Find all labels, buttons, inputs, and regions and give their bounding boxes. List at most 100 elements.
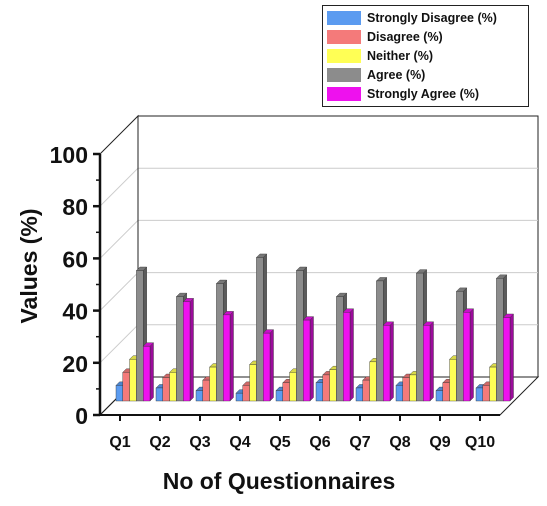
bar-front xyxy=(222,314,231,402)
bar-front xyxy=(322,374,330,402)
legend-label: Agree (%) xyxy=(367,68,426,82)
legend-swatch xyxy=(327,11,361,25)
bar-front xyxy=(249,364,257,402)
bar xyxy=(262,329,274,402)
y-tick-label: 20 xyxy=(62,351,88,377)
x-tick-label: Q6 xyxy=(309,434,330,451)
legend-item: Neither (%) xyxy=(327,48,433,64)
bar-front xyxy=(176,296,184,402)
legend-swatch xyxy=(327,87,361,101)
bar-front xyxy=(435,390,444,402)
bar xyxy=(502,313,514,402)
x-tick-labels: Q1 Q2 Q3 Q4 Q5 Q6 Q7 Q8 Q9 Q10 xyxy=(109,415,495,451)
bar-front xyxy=(355,387,364,402)
y-tick-label: 0 xyxy=(75,403,88,429)
bar-front xyxy=(489,366,497,402)
bar-front xyxy=(282,382,290,402)
bar-front xyxy=(216,283,224,402)
bar-front xyxy=(289,372,297,402)
gridline xyxy=(99,167,139,207)
y-tick-label: 60 xyxy=(62,246,88,272)
y-tick-labels: 0 20 40 60 80 100 xyxy=(50,142,100,429)
bar-front xyxy=(256,257,264,402)
legend-item: Strongly Disagree (%) xyxy=(327,10,497,26)
bar-front xyxy=(263,332,271,402)
bar-front xyxy=(395,385,404,402)
legend-swatch xyxy=(327,30,361,44)
bar-front xyxy=(463,312,471,402)
bar-front xyxy=(169,372,177,402)
bar-side xyxy=(189,297,194,402)
bar-front xyxy=(402,377,410,402)
x-tick-label: Q3 xyxy=(189,434,210,451)
bar-side xyxy=(469,308,474,402)
x-tick-label: Q10 xyxy=(465,434,495,451)
x-tick-label: Q4 xyxy=(229,434,250,451)
bar-front xyxy=(423,325,431,402)
bar xyxy=(462,308,474,402)
legend-label: Disagree (%) xyxy=(367,30,443,44)
legend-swatch xyxy=(327,68,361,82)
legend-item: Agree (%) xyxy=(327,67,425,83)
bar-front xyxy=(475,387,484,402)
bar-front xyxy=(296,270,304,402)
bar-front xyxy=(242,385,250,402)
bar-front xyxy=(195,390,204,402)
legend-swatch xyxy=(327,49,361,63)
legend: Strongly Disagree (%) Disagree (%) Neith… xyxy=(322,5,529,107)
bar-front xyxy=(162,377,170,402)
bar-front xyxy=(182,301,191,402)
bar xyxy=(342,308,354,402)
y-tick-label: 80 xyxy=(62,194,88,220)
bar-front xyxy=(376,280,384,402)
bar-side xyxy=(349,308,354,402)
x-tick-label: Q8 xyxy=(389,434,410,451)
bar-front xyxy=(383,325,391,402)
x-tick-label: Q7 xyxy=(349,434,370,451)
bar-front xyxy=(209,366,217,402)
bar-front xyxy=(442,382,450,402)
bar xyxy=(142,342,154,402)
bar-front xyxy=(503,317,511,402)
legend-item: Disagree (%) xyxy=(327,29,443,45)
x-tick-label: Q9 xyxy=(429,434,450,451)
bar-side xyxy=(269,329,274,402)
bar-front xyxy=(235,392,244,402)
bar-front xyxy=(329,369,337,402)
bar-side xyxy=(229,310,234,402)
x-axis-label: No of Questionnaires xyxy=(163,468,396,494)
bar-front xyxy=(482,385,490,402)
bar-front xyxy=(496,278,504,402)
bar-front xyxy=(136,270,144,402)
bar-side xyxy=(429,321,434,402)
y-tick-label: 40 xyxy=(62,299,88,325)
bar-front xyxy=(416,272,424,402)
bar-front xyxy=(275,390,284,402)
x-tick-label: Q5 xyxy=(269,434,290,451)
legend-label: Neither (%) xyxy=(367,49,433,63)
bar-front xyxy=(155,387,164,402)
bar-front xyxy=(202,379,210,402)
y-tick-label: 100 xyxy=(50,142,88,168)
y-axis-label: Values (%) xyxy=(16,208,42,323)
bar-front xyxy=(369,361,377,402)
legend-label: Strongly Agree (%) xyxy=(367,87,480,101)
bar-layer xyxy=(115,253,514,402)
x-tick-label: Q2 xyxy=(149,434,170,451)
gridline xyxy=(99,324,139,364)
bar xyxy=(182,297,194,402)
bar xyxy=(302,316,314,402)
bar-side xyxy=(509,313,514,402)
bar-side xyxy=(389,321,394,402)
bar-side xyxy=(309,316,314,402)
bar-front xyxy=(362,379,370,402)
bar-front xyxy=(409,374,417,402)
bar-front xyxy=(336,296,344,402)
legend-label: Strongly Disagree (%) xyxy=(367,11,497,25)
bar-front xyxy=(449,359,457,402)
bar-side xyxy=(149,342,154,402)
bar-front xyxy=(122,372,130,402)
bar-front xyxy=(142,345,151,402)
gridline xyxy=(99,220,139,259)
